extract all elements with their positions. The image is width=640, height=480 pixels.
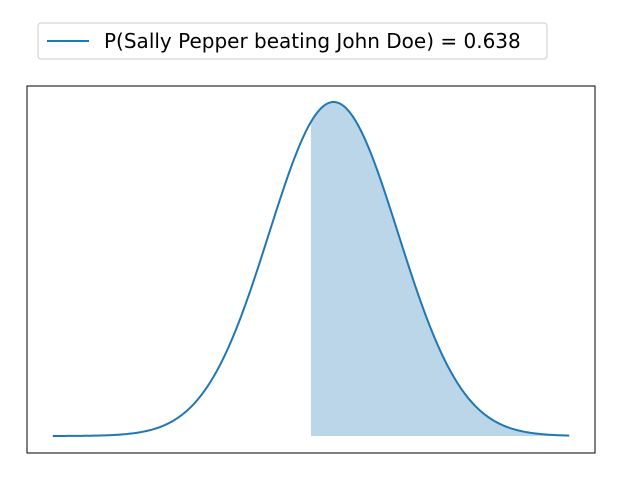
legend-frame xyxy=(37,22,548,60)
density-curve-line xyxy=(52,101,570,437)
axes-frame xyxy=(26,85,596,454)
legend: P(Sally Pepper beating John Doe) = 0.638 xyxy=(37,22,548,60)
plot-area xyxy=(52,101,570,437)
shaded-probability-area xyxy=(311,102,570,436)
legend-label: P(Sally Pepper beating John Doe) = 0.638 xyxy=(104,29,521,53)
